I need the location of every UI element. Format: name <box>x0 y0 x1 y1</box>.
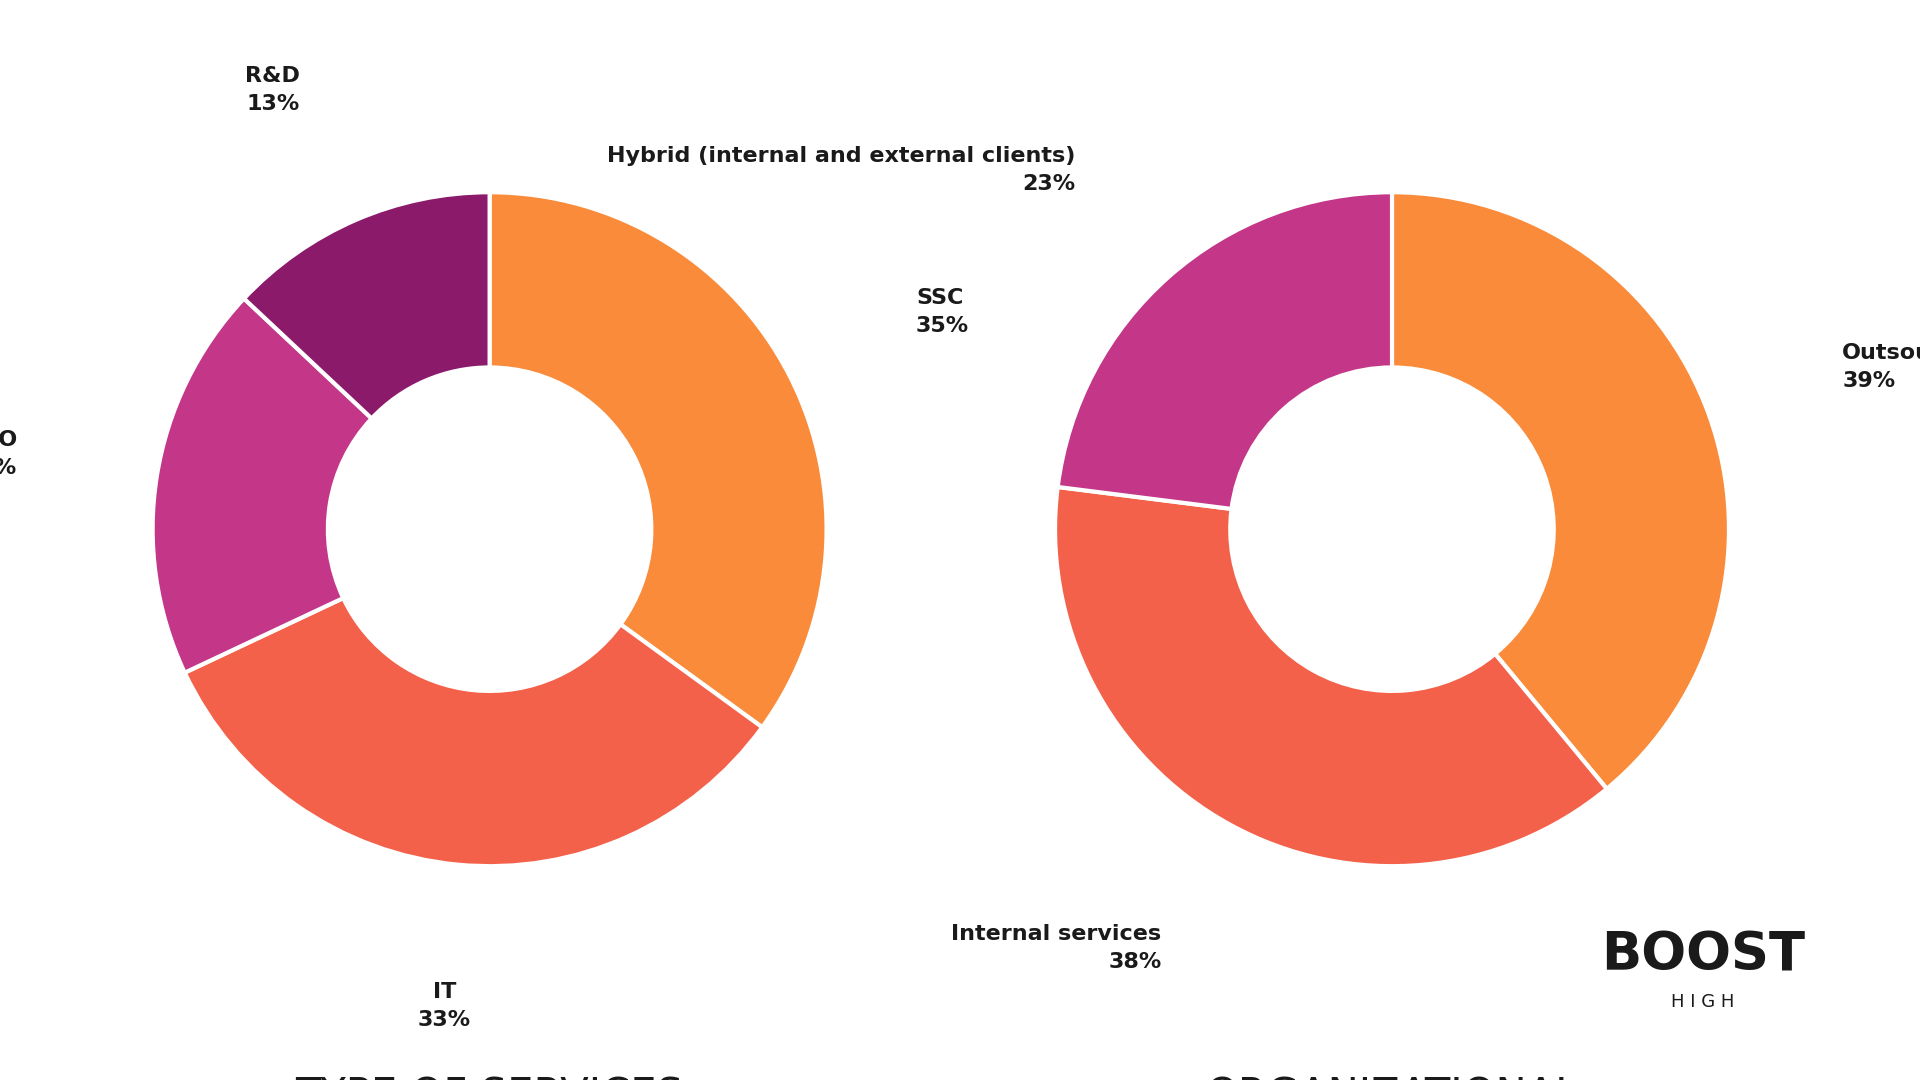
Wedge shape <box>490 192 826 727</box>
Wedge shape <box>1058 192 1392 509</box>
Text: BOOST: BOOST <box>1601 930 1805 982</box>
Text: Internal services
38%: Internal services 38% <box>952 924 1162 972</box>
Wedge shape <box>154 298 372 673</box>
Text: Outsourcing
39%: Outsourcing 39% <box>1841 343 1920 391</box>
Text: R&D
13%: R&D 13% <box>244 66 300 114</box>
Text: H I G H: H I G H <box>1670 994 1736 1011</box>
Text: IT
33%: IT 33% <box>419 982 470 1029</box>
Text: SSC
35%: SSC 35% <box>916 288 970 336</box>
Wedge shape <box>1056 487 1607 866</box>
Text: TYPE OF SERVICES: TYPE OF SERVICES <box>296 1075 684 1080</box>
Wedge shape <box>1392 192 1728 788</box>
Text: Hybrid (internal and external clients)
23%: Hybrid (internal and external clients) 2… <box>607 146 1075 194</box>
Text: ORGANIZATIONAL
MODEL: ORGANIZATIONAL MODEL <box>1206 1075 1578 1080</box>
Wedge shape <box>184 598 762 866</box>
Wedge shape <box>244 192 490 418</box>
Text: BPO
19%: BPO 19% <box>0 430 17 478</box>
